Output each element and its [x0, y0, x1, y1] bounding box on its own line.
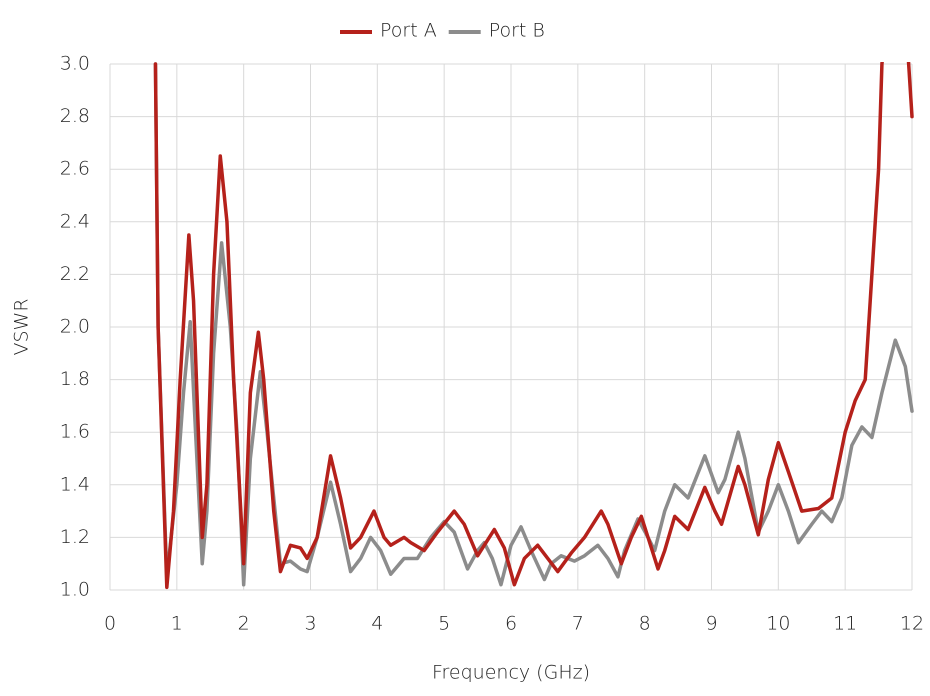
x-tick-label: 11 [833, 613, 857, 635]
x-tick-label: 2 [238, 613, 250, 635]
x-tick-label: 8 [639, 613, 651, 635]
x-tick-label: 1 [171, 613, 183, 635]
y-tick-label: 1.2 [60, 526, 90, 548]
y-tick-label: 2.0 [60, 316, 90, 338]
legend-label: Port B [489, 20, 545, 42]
plot-area [153, 62, 914, 590]
y-tick-label: 2.4 [60, 210, 90, 232]
x-tick-label: 3 [304, 613, 316, 635]
y-tick-label: 2.2 [60, 263, 90, 285]
x-tick-label: 10 [766, 613, 790, 635]
x-axis-label: Frequency (GHz) [432, 662, 590, 684]
y-tick-label: 1.0 [60, 579, 90, 601]
y-tick-label: 2.6 [60, 158, 90, 180]
x-tick-label: 7 [572, 613, 584, 635]
y-tick-label: 1.6 [60, 421, 90, 443]
y-tick-label: 3.0 [60, 53, 90, 75]
x-tick-label: 9 [705, 613, 717, 635]
y-tick-label: 2.8 [60, 105, 90, 127]
x-tick-label: 4 [371, 613, 383, 635]
x-tick-label: 5 [438, 613, 450, 635]
labels: 1.01.21.41.61.82.02.22.42.62.83.00 1 2 3 4 5 6… [60, 20, 924, 635]
x-tick-label: 0 [104, 613, 116, 635]
x-tick-label: 12 [900, 613, 924, 635]
x-tick-label: 6 [505, 613, 517, 635]
y-axis-label: VSWR [11, 298, 33, 355]
grid [109, 63, 913, 591]
y-tick-label: 1.4 [60, 473, 90, 495]
series-line [153, 62, 914, 590]
y-tick-label: 1.8 [60, 368, 90, 390]
legend-label: Port A [380, 20, 437, 42]
